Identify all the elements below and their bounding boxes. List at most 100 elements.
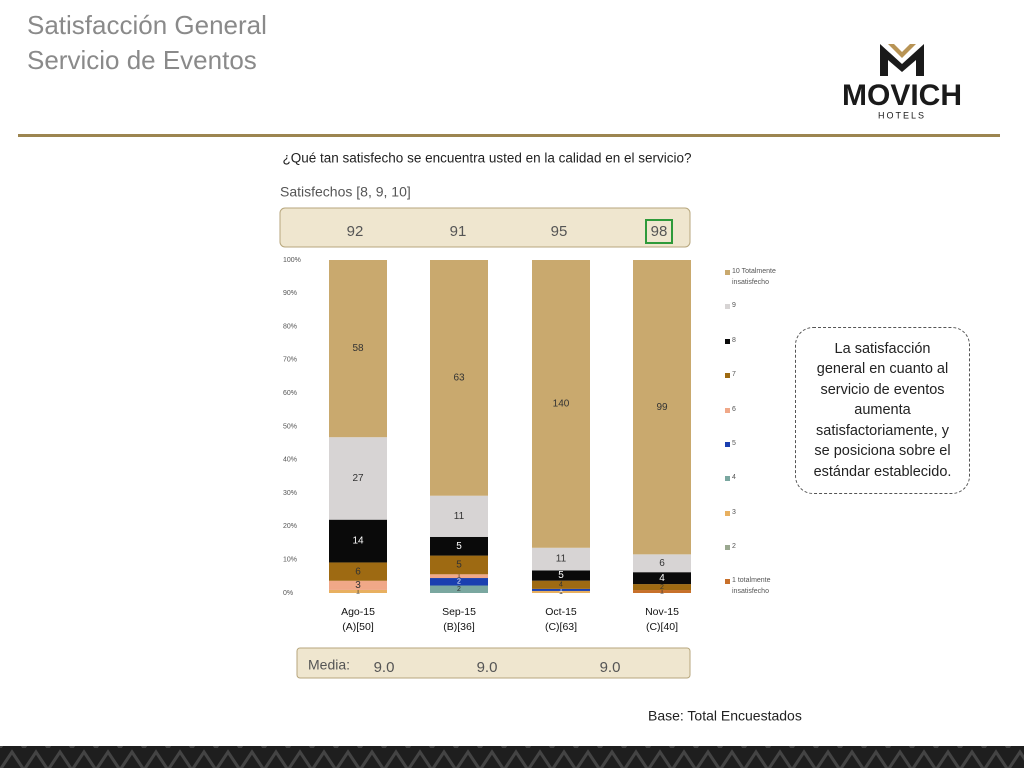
- bar-segment: [430, 260, 488, 496]
- legend-label: 8: [732, 337, 736, 344]
- data-label: 14: [352, 536, 364, 547]
- slide-title: Satisfacción General: [27, 10, 267, 40]
- bar-segment: [633, 260, 691, 555]
- divider: [18, 134, 1000, 137]
- legend-swatch: [725, 511, 730, 516]
- bar-segment: [532, 547, 590, 571]
- x-tick-sublabel: (B)[36]: [443, 621, 475, 633]
- bar-segment: [633, 584, 691, 591]
- data-label: 99: [656, 402, 668, 413]
- legend-label: 3: [732, 509, 736, 516]
- y-tick-label: 80%: [283, 323, 297, 330]
- legend-label: 4: [732, 474, 736, 481]
- data-label: 5: [456, 541, 462, 552]
- legend-label: 1 totalmente insatisfecho: [732, 577, 771, 595]
- bar-segment: [633, 590, 691, 593]
- bar-segment: [430, 536, 488, 556]
- y-tick-label: 60%: [283, 390, 297, 397]
- data-label: 11: [556, 554, 567, 565]
- slide-title: Servicio de Eventos: [27, 45, 257, 75]
- satisfied-banner: [279, 207, 691, 248]
- legend-label: 6: [732, 406, 736, 413]
- legend-label: 2: [732, 543, 736, 550]
- y-tick-label: 30%: [283, 490, 297, 497]
- legend-swatch: [725, 579, 730, 584]
- bar-segment: [532, 580, 590, 589]
- x-tick-sublabel: (C)[63]: [545, 621, 577, 633]
- y-tick-label: 40%: [283, 457, 297, 464]
- legend-label: 7: [732, 371, 736, 378]
- data-label: 1: [457, 573, 461, 580]
- bar-segment: [430, 574, 488, 579]
- logo-sub: HOTELS: [878, 110, 926, 120]
- data-label: 1: [660, 588, 664, 595]
- question: ¿Qué tan satisfecho se encuentra usted e…: [283, 151, 692, 166]
- x-tick-label: Nov-15: [645, 606, 679, 618]
- logo-name: MOVICH: [842, 79, 962, 112]
- satisfied-label: Satisfechos [8, 9, 10]: [280, 184, 411, 200]
- data-label: 2: [457, 586, 461, 593]
- y-tick-label: 50%: [283, 423, 297, 430]
- bar-segment: [532, 590, 590, 593]
- data-label: 6: [659, 558, 665, 569]
- highlight-box: [645, 219, 673, 244]
- y-tick-label: 100%: [283, 257, 301, 264]
- legend-swatch: [725, 476, 730, 481]
- y-tick-label: 20%: [283, 523, 297, 530]
- bar-segment: [430, 495, 488, 537]
- bar-segment: [329, 562, 387, 581]
- media-value: 9.0: [374, 659, 395, 676]
- legend-label: 10 Totalmente insatisfecho: [732, 268, 776, 286]
- legend-label: 5: [732, 440, 736, 447]
- bar-segment: [430, 585, 488, 593]
- bar-segment: [329, 519, 387, 563]
- data-label: 4: [559, 582, 563, 589]
- satisfied-value: 95: [551, 223, 568, 240]
- legend-label: 9: [732, 302, 736, 309]
- x-tick-sublabel: (A)[50]: [342, 621, 374, 633]
- bar-segment: [430, 555, 488, 575]
- legend-swatch: [725, 339, 730, 344]
- bar-segment: [633, 572, 691, 585]
- legend-swatch: [725, 270, 730, 275]
- x-tick-label: Oct-15: [545, 606, 577, 618]
- data-label: 4: [659, 573, 665, 584]
- legend-swatch: [725, 545, 730, 550]
- bar-segment: [329, 580, 387, 590]
- bar-segment: [532, 260, 590, 548]
- bar-segment: [329, 437, 387, 520]
- data-label: 1: [559, 589, 563, 596]
- legend-swatch: [725, 408, 730, 413]
- bar-segment: [532, 570, 590, 581]
- data-label: 5: [456, 560, 462, 571]
- satisfied-value: 91: [450, 223, 467, 240]
- data-label: 11: [454, 511, 465, 522]
- data-label: 27: [352, 473, 364, 484]
- bar-segment: [430, 578, 488, 586]
- data-label: 63: [453, 373, 465, 384]
- data-label: 2: [660, 584, 664, 591]
- data-label: 3: [355, 580, 361, 591]
- satisfied-value: 98: [651, 223, 668, 240]
- data-label: 1: [356, 588, 360, 595]
- legend-swatch: [725, 304, 730, 309]
- data-label: 58: [352, 343, 364, 354]
- x-tick-sublabel: (C)[40]: [646, 621, 678, 633]
- y-tick-label: 90%: [283, 290, 297, 297]
- media-value: 9.0: [600, 659, 621, 676]
- footer-band: [0, 746, 1024, 768]
- media-value: 9.0: [477, 659, 498, 676]
- base-note: Base: Total Encuestados: [648, 708, 802, 724]
- data-label: 2: [457, 579, 461, 586]
- bar-segment: [329, 589, 387, 593]
- media-label: Media:: [308, 657, 350, 673]
- callout: La satisfacción general en cuanto al ser…: [795, 327, 970, 494]
- bar-segment: [532, 588, 590, 591]
- y-tick-label: 0%: [283, 590, 293, 597]
- y-tick-label: 70%: [283, 357, 297, 364]
- data-label: 140: [553, 399, 570, 410]
- x-tick-label: Sep-15: [442, 606, 476, 618]
- x-tick-label: Ago-15: [341, 606, 375, 618]
- legend-swatch: [725, 373, 730, 378]
- media-banner: [296, 647, 691, 679]
